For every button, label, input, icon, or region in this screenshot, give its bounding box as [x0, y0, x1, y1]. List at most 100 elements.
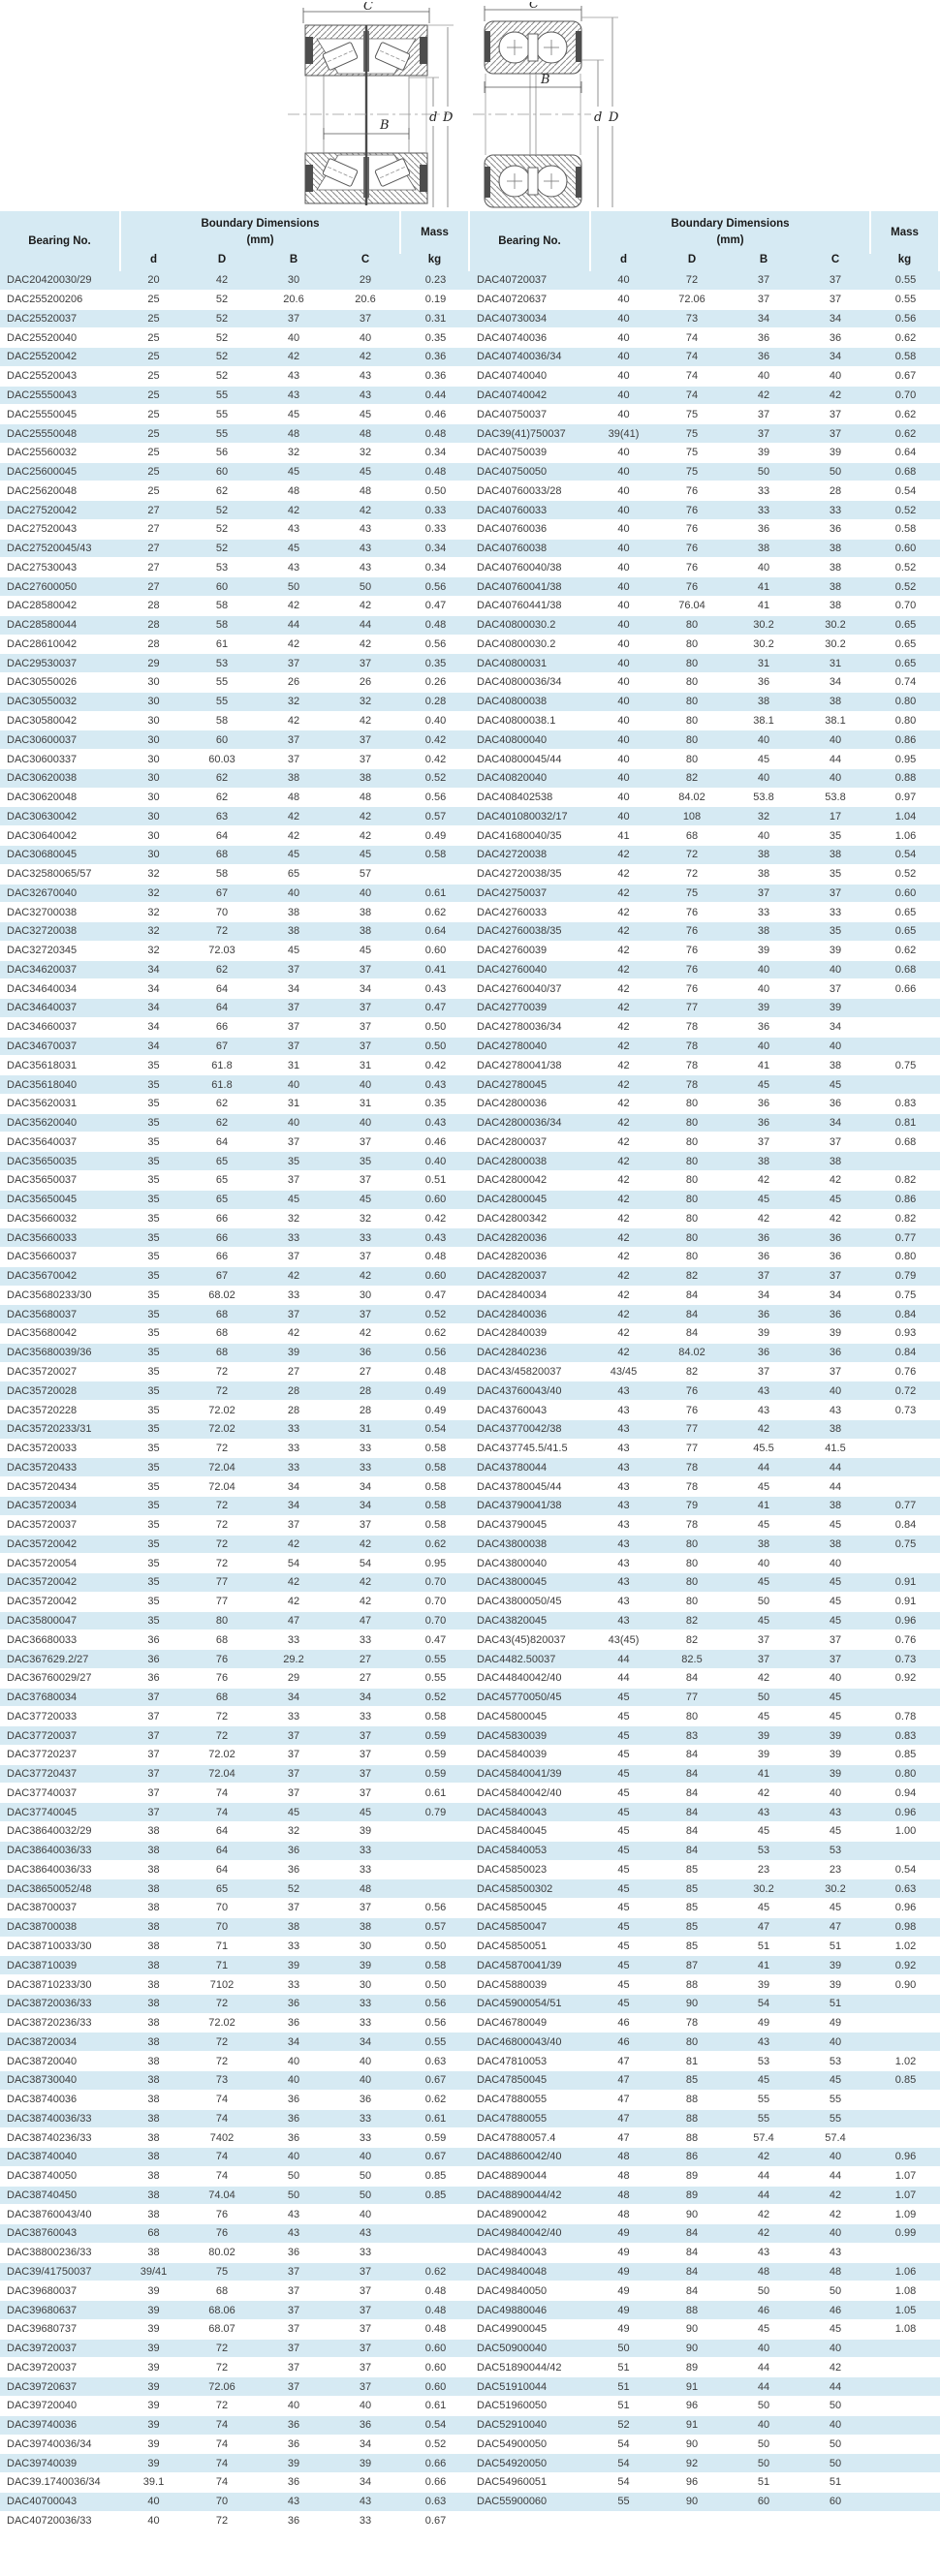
dimension-value-cell: 42: [617, 906, 630, 918]
dimension-value-cell: 76: [685, 561, 699, 574]
dimension-value-cell: 74: [215, 1806, 229, 1818]
dimension-value-cell: 42: [617, 1098, 630, 1110]
dimension-value-cell: 42: [359, 1270, 372, 1283]
dimension-value-cell: 45: [757, 2323, 770, 2336]
dimension-value-cell: 17: [829, 810, 842, 822]
tapered-roller-bearing-diagram: C B d D: [288, 2, 454, 207]
dimension-value-cell: 27: [359, 1653, 372, 1665]
dimension-value-cell: 0.85: [424, 2188, 447, 2201]
bearing-no-cell: DAC40800031: [477, 657, 548, 669]
dimension-value-cell: 45: [829, 2323, 842, 2336]
bearing-no-cell: DAC25520043: [7, 370, 78, 383]
dimension-value-cell: 25: [147, 294, 160, 306]
dimension-value-cell: 40: [617, 753, 630, 765]
dimension-value-cell: 50: [757, 2457, 770, 2469]
table-row: DAC43(45)820037 43(45) 82 37 37 0.76: [470, 1630, 940, 1651]
dimension-value-cell: 42: [617, 1327, 630, 1340]
dimension-value-cell: 42: [617, 1135, 630, 1148]
bearing-no-cell: DAC35800047: [7, 1614, 78, 1627]
dimension-value-cell: 35: [147, 1537, 160, 1550]
dimension-value-cell: 36: [147, 1633, 160, 1646]
dimension-value-cell: 72: [215, 1366, 229, 1379]
bearing-no-cell: DAC34660037: [7, 1021, 78, 1034]
dimension-value-cell: 39: [757, 1978, 770, 1991]
dimension-value-cell: 36: [287, 2017, 300, 2030]
dimension-value-cell: 0.47: [424, 1288, 447, 1301]
dimension-value-cell: 68: [215, 2284, 229, 2297]
dimension-value-cell: 43/45: [610, 1366, 638, 1379]
dimension-value-cell: 0.54: [894, 1863, 917, 1876]
dimension-value-cell: 50: [829, 2437, 842, 2450]
dimension-value-cell: 42: [829, 2188, 842, 2201]
dimension-value-cell: 0.66: [424, 2457, 447, 2469]
table-row: DAC35650037 35 65 37 37 0.51: [0, 1171, 470, 1191]
dimension-value-cell: 36: [829, 1347, 842, 1359]
dimension-value-cell: 40: [617, 657, 630, 669]
dimension-value-cell: 48: [617, 2188, 630, 2201]
dimension-value-cell: 0.92: [894, 1672, 917, 1685]
bearing-no-cell: DAC40750037: [477, 408, 548, 420]
dimension-value-cell: 0.96: [894, 1806, 917, 1818]
dimension-value-cell: 0.63: [894, 1882, 917, 1895]
dimension-value-cell: 27: [287, 1366, 300, 1379]
bearing-no-cell: DAC38740236/33: [7, 2131, 92, 2144]
dimension-value-cell: 0.57: [424, 1921, 447, 1934]
dimension-value-cell: 35: [147, 1519, 160, 1532]
table-row: DAC28610042 28 61 42 42 0.56: [0, 636, 470, 655]
dimension-value-cell: 45: [359, 1194, 372, 1206]
dimension-value-cell: 0.50: [424, 1021, 447, 1034]
dimension-value-cell: 0.48: [424, 2323, 447, 2336]
table-row: DAC34640034 34 64 34 34 0.43: [0, 979, 470, 1000]
dimension-value-cell: 1.02: [894, 1940, 917, 1952]
dimension-value-cell: 33: [287, 1423, 300, 1436]
dimension-value-cell: 80: [685, 696, 699, 708]
dimension-value-cell: 80: [685, 1251, 699, 1263]
dimension-value-cell: 62: [215, 791, 229, 804]
dimension-value-cell: 80: [685, 619, 699, 632]
dimension-value-cell: 0.80: [894, 1251, 917, 1263]
dimension-value-cell: 29: [287, 1672, 300, 1685]
dimension-value-cell: 39: [359, 1959, 372, 1971]
dimension-value-cell: 0.96: [894, 2151, 917, 2163]
dimension-value-cell: 35: [147, 1059, 160, 1071]
dimension-value-cell: 37: [147, 1710, 160, 1723]
bearing-no-cell: DAC39740036/34: [7, 2437, 92, 2450]
dimension-value-cell: 84: [685, 1768, 699, 1781]
dimension-value-cell: 84.02: [678, 791, 705, 804]
table-row: [470, 2512, 940, 2531]
table-row: DAC48890044/42 48 89 44 42 1.07: [470, 2186, 940, 2206]
dimension-value-cell: 36: [829, 1098, 842, 1110]
table-row: DAC38800236/33 38 80.02 36 33: [0, 2244, 470, 2263]
table-row: DAC40740040 40 74 40 40 0.67: [470, 367, 940, 387]
dimension-value-cell: 0.56: [424, 1902, 447, 1914]
dimension-value-cell: 0.82: [894, 1212, 917, 1225]
dimension-value-cell: 39: [757, 447, 770, 459]
dimension-value-cell: 50: [359, 2188, 372, 2201]
dimension-value-cell: 48: [757, 2266, 770, 2278]
bearing-no-cell: DAC29530037: [7, 657, 78, 669]
dimension-value-cell: 52: [215, 331, 229, 344]
dimension-value-cell: 49: [829, 2017, 842, 2030]
table-row: DAC45840039 45 84 39 39 0.85: [470, 1746, 940, 1765]
dimension-value-cell: 0.70: [894, 388, 917, 401]
table-row: DAC35720433 35 72.04 33 33 0.58: [0, 1458, 470, 1478]
bearing-no-cell: DAC45840041/39: [477, 1768, 562, 1781]
dimension-value-cell: 37: [359, 2380, 372, 2393]
dimension-value-cell: 40: [829, 1557, 842, 1569]
dimension-value-cell: 42: [287, 1270, 300, 1283]
dimension-value-cell: 42: [359, 1537, 372, 1550]
bearing-no-cell: DAC40800040: [477, 733, 548, 746]
dimension-value-cell: 40: [617, 561, 630, 574]
dimension-value-cell: 80: [685, 1155, 699, 1167]
dimension-value-cell: 75: [685, 886, 699, 899]
table-row: DAC43770042/38 43 77 42 38: [470, 1419, 940, 1440]
dimension-value-cell: 0.80: [894, 714, 917, 727]
dimension-value-cell: 0.67: [424, 2074, 447, 2087]
dimension-value-cell: 76.04: [678, 600, 705, 612]
dimension-value-cell: 37: [287, 1002, 300, 1014]
dimension-value-cell: 0.52: [894, 580, 917, 593]
dimension-value-cell: 0.40: [424, 714, 447, 727]
dimension-value-cell: 33: [287, 1443, 300, 1455]
bearing-no-cell: DAC43770042/38: [477, 1423, 562, 1436]
dimension-value-cell: 35: [147, 1404, 160, 1416]
